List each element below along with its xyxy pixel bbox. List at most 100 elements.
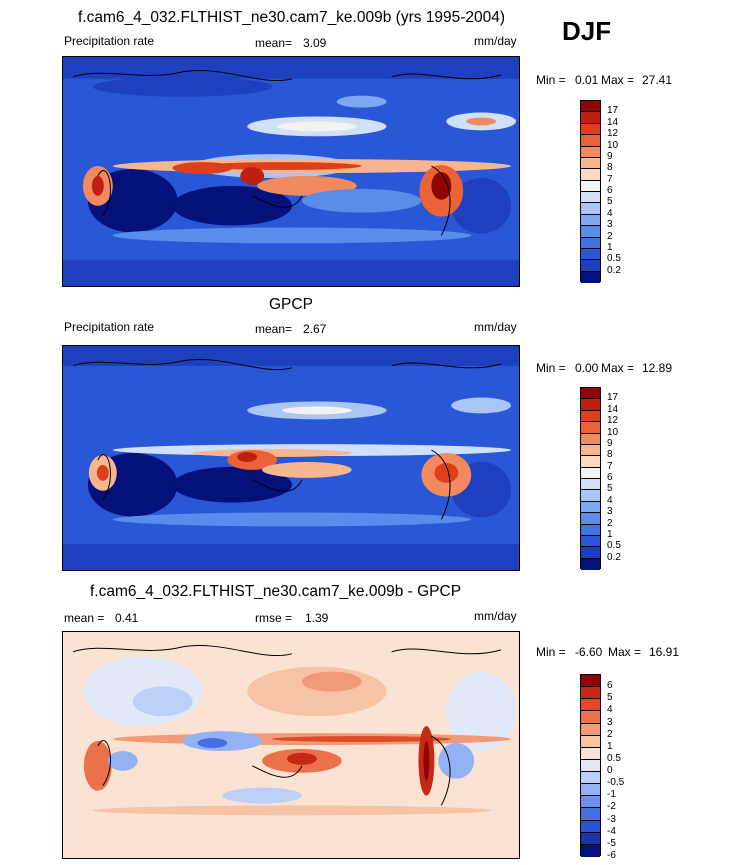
panel3-max-label: Max = <box>608 645 642 659</box>
colorbar-tick-label: 0.5 <box>607 253 621 265</box>
panel2-min-value: 0.00 <box>575 361 599 375</box>
colorbar-swatch <box>581 723 600 736</box>
panel3-map <box>62 631 520 859</box>
panel1-title: f.cam6_4_032.FLTHIST_ne30.cam7_ke.009b (… <box>78 9 506 26</box>
colorbar-swatch <box>581 433 600 445</box>
colorbar-tick-label: -2 <box>607 801 616 813</box>
colorbar-swatch <box>581 388 600 400</box>
colorbar-swatch <box>581 524 600 536</box>
panel1-max-label: Max = <box>601 73 635 87</box>
colorbar-tick-label: -6 <box>607 850 616 861</box>
panel3-map-field <box>63 632 519 858</box>
colorbar-swatch <box>581 711 600 724</box>
colorbar-swatch <box>581 135 600 147</box>
colorbar-swatch <box>581 248 600 261</box>
colorbar-tick-label: 0 <box>607 765 613 777</box>
colorbar-swatch <box>581 759 600 772</box>
panel1-min-label: Min = <box>536 73 566 87</box>
colorbar-tick-label: 8 <box>607 162 613 174</box>
colorbar-tick-label: 5 <box>607 196 613 208</box>
panel2-map-field <box>63 346 519 570</box>
panel3-rmse-value: 1.39 <box>305 611 329 625</box>
colorbar-tick-label: 8 <box>607 449 613 461</box>
panel1-units: mm/day <box>474 34 517 48</box>
colorbar-tick-label: 5 <box>607 692 613 704</box>
colorbar-tick-label: -5 <box>607 837 616 849</box>
panel2-max-label: Max = <box>601 361 635 375</box>
colorbar-swatch <box>581 747 600 760</box>
colorbar-tick-label: 12 <box>607 128 619 140</box>
colorbar-swatch <box>581 123 600 136</box>
colorbar-tick-label: 17 <box>607 392 619 404</box>
colorbar-swatch <box>581 101 600 113</box>
colorbar-tick-label: 17 <box>607 105 619 117</box>
colorbar-swatch <box>581 772 600 785</box>
colorbar-swatch <box>581 203 600 215</box>
colorbar-swatch <box>581 422 600 434</box>
colorbar-tick-label: 2 <box>607 230 613 242</box>
colorbar-swatch <box>581 675 600 688</box>
colorbar-swatch <box>581 260 600 272</box>
colorbar-tick-label: 14 <box>607 116 619 128</box>
panel3-units: mm/day <box>474 609 517 623</box>
colorbar-tick-label: -0.5 <box>607 777 625 789</box>
season-label: DJF <box>562 16 612 46</box>
colorbar-tick-label: 0.5 <box>607 540 621 552</box>
colorbar-swatch <box>581 535 600 548</box>
panel2-max-value: 12.89 <box>642 361 673 375</box>
panel3-min-value: -6.60 <box>575 645 603 659</box>
colorbar-tick-label: 10 <box>607 139 619 151</box>
colorbar-tick-label: 0.2 <box>607 551 621 563</box>
colorbar-tick-label: 9 <box>607 150 613 162</box>
colorbar-swatch <box>581 180 600 192</box>
colorbar-tick-label: 0.2 <box>607 264 621 276</box>
colorbar-swatch <box>581 490 600 502</box>
panel1-variable-label: Precipitation rate <box>64 34 155 48</box>
panel3-mean-label: mean = <box>64 611 105 625</box>
panel2-variable-label: Precipitation rate <box>64 320 155 334</box>
colorbar-swatch <box>581 808 600 821</box>
panel1-map-field <box>63 57 519 286</box>
colorbar-swatch <box>581 410 600 423</box>
colorbar-swatch <box>581 456 600 468</box>
colorbar-tick-label: 6 <box>607 472 613 483</box>
colorbar-tick-label: 9 <box>607 437 613 449</box>
colorbar-tick-label: -1 <box>607 789 616 801</box>
colorbar-swatch <box>581 169 600 181</box>
panel3-rmse-label: rmse = <box>255 611 293 625</box>
colorbar-tick-label: 1 <box>607 528 613 540</box>
colorbar-swatch <box>581 146 600 158</box>
colorbar-tick-label: 2 <box>607 517 613 529</box>
panel3-colorbar <box>580 674 601 857</box>
panel1-min-value: 0.01 <box>575 73 599 87</box>
colorbar-tick-label: 3 <box>607 716 613 728</box>
panel3-mean-value: 0.41 <box>115 611 139 625</box>
colorbar-swatch <box>581 237 600 249</box>
colorbar-swatch <box>581 399 600 411</box>
panel2-colorbar <box>580 387 601 570</box>
colorbar-tick-label: 3 <box>607 219 613 231</box>
colorbar-swatch <box>581 226 600 238</box>
colorbar-swatch <box>581 192 600 204</box>
colorbar-swatch <box>581 832 600 845</box>
colorbar-swatch <box>581 271 600 283</box>
colorbar-tick-label: 1 <box>607 241 613 253</box>
colorbar-swatch <box>581 501 600 514</box>
panel2-mean-value: 2.67 <box>303 322 327 336</box>
panel2-map <box>62 345 520 571</box>
colorbar-swatch <box>581 214 600 227</box>
colorbar-tick-label: 14 <box>607 403 619 415</box>
colorbar-swatch <box>581 735 600 748</box>
colorbar-swatch <box>581 844 600 857</box>
panel1-mean-label: mean= <box>255 36 293 50</box>
colorbar-swatch <box>581 687 600 700</box>
colorbar-tick-label: 5 <box>607 483 613 495</box>
colorbar-swatch <box>581 479 600 491</box>
colorbar-tick-label: 0.5 <box>607 752 621 764</box>
colorbar-tick-label: 4 <box>607 494 613 506</box>
colorbar-swatch <box>581 547 600 559</box>
colorbar-tick-label: -4 <box>607 825 616 837</box>
colorbar-tick-label: 7 <box>607 460 613 472</box>
panel3-max-value: 16.91 <box>649 645 680 659</box>
colorbar-tick-label: 4 <box>607 704 613 716</box>
